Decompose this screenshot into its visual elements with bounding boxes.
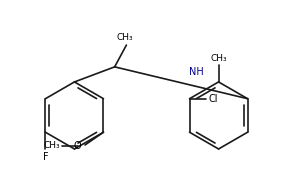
Text: O: O [73, 141, 81, 151]
Text: CH₃: CH₃ [116, 33, 133, 42]
Text: NH: NH [189, 67, 204, 77]
Text: CH₃: CH₃ [43, 141, 60, 150]
Text: CH₃: CH₃ [210, 54, 227, 63]
Text: Cl: Cl [208, 94, 218, 104]
Text: F: F [43, 152, 49, 162]
